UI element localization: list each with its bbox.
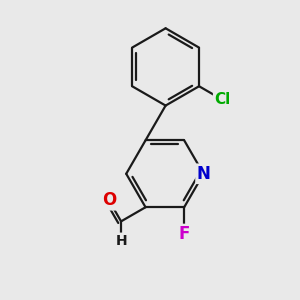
Text: Cl: Cl xyxy=(214,92,230,107)
Text: N: N xyxy=(196,165,210,183)
Text: F: F xyxy=(178,225,190,243)
Text: O: O xyxy=(102,191,116,209)
Text: H: H xyxy=(115,234,127,248)
